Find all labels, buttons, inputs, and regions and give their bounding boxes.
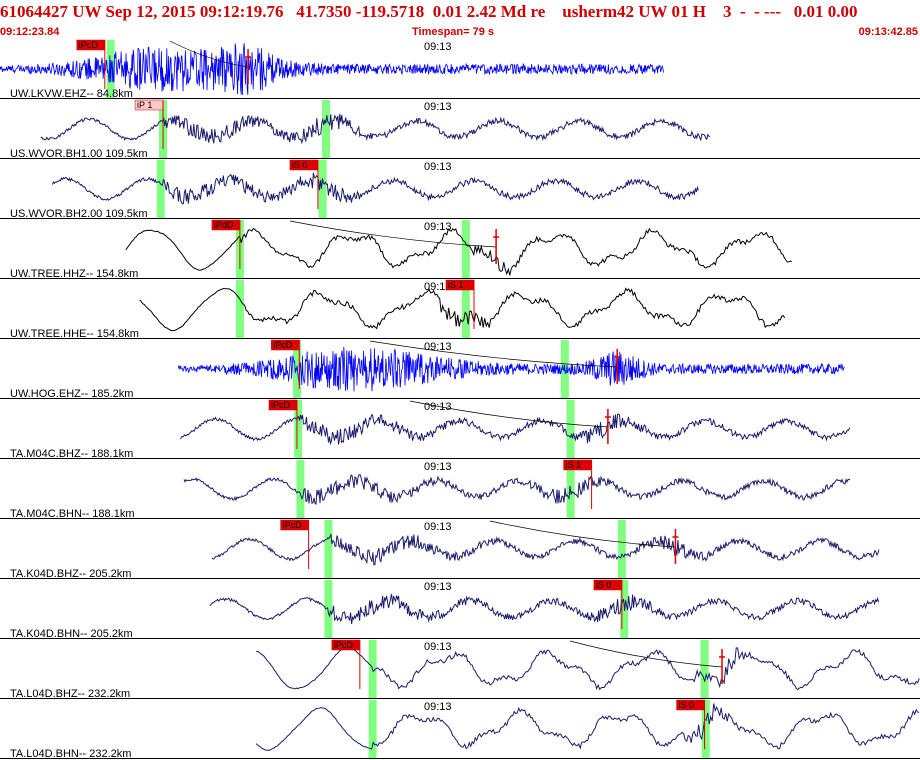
- trace-row[interactable]: 09:13 iS 0 TA.L04D.BHN-- 232.2km: [0, 699, 920, 760]
- travel-time-curve: [409, 400, 608, 428]
- channel-label: TA.L04D.BHZ-- 232.2km: [10, 688, 130, 700]
- time-tick-label: 09:13: [424, 641, 452, 653]
- window-start-time: 09:12:23.84: [0, 26, 60, 38]
- trace-row[interactable]: 09:13 iS 0 US.WVOR.BH2.00 109.5km: [0, 159, 920, 220]
- waveform-trace: [255, 703, 920, 751]
- waveform-trace: [180, 413, 850, 446]
- waveform-trace: [51, 172, 699, 205]
- waveform-trace: [0, 43, 664, 96]
- trace-row[interactable]: 09:13 iPcD TA.M04C.BHZ-- 188.1km: [0, 399, 920, 460]
- waveform-trace: [40, 113, 711, 145]
- event-header: 61064427 UW Sep 12, 2015 09:12:19.76 41.…: [0, 0, 920, 40]
- trace-row[interactable]: 09:13 iPcD TA.K04D.BHZ-- 205.2km: [0, 519, 920, 580]
- phase-window: [318, 160, 327, 218]
- trace-row[interactable]: 09:13 iS 0 TA.K04D.BHN-- 205.2km: [0, 579, 920, 640]
- phase-window: [156, 160, 165, 218]
- channel-label: UW.TREE.HHZ-- 154.8km: [10, 268, 138, 280]
- phase-window: [617, 520, 626, 578]
- trace-row[interactable]: 09:13 iS 1 TA.M04C.BHN-- 188.1km: [0, 459, 920, 520]
- waveform-trace: [256, 646, 920, 691]
- pick-label: iP 1: [137, 100, 152, 110]
- phase-window: [461, 220, 470, 278]
- phase-window: [296, 460, 305, 518]
- pick-label: iPcD: [283, 520, 303, 530]
- pick-label: iPcD: [79, 40, 99, 50]
- channel-label: US.WVOR.BH2.00 109.5km: [10, 208, 148, 220]
- phase-window: [461, 280, 470, 338]
- phase-window: [701, 700, 710, 758]
- time-tick-label: 09:13: [424, 341, 452, 353]
- time-tick-label: 09:13: [424, 161, 452, 173]
- channel-label: UW.TREE.HHE-- 154.8km: [10, 328, 139, 340]
- phase-window: [322, 100, 331, 158]
- waveform-trace: [209, 593, 880, 625]
- pick-label: iPdD: [214, 220, 234, 230]
- pick-label: iPcD: [271, 400, 291, 410]
- pick-label: iS 0: [679, 700, 695, 710]
- phase-window: [566, 400, 575, 458]
- time-tick-label: 09:13: [424, 401, 452, 413]
- time-tick-label: 09:13: [424, 101, 452, 113]
- phase-window: [324, 520, 333, 578]
- time-tick-label: 09:13: [424, 581, 452, 593]
- travel-time-curve: [569, 640, 723, 668]
- event-summary-title: 61064427 UW Sep 12, 2015 09:12:19.76 41.…: [0, 2, 858, 21]
- seismogram-panel[interactable]: 09:13 iPcD UW.LKVW.EHZ-- 84.8km 09:13 iP 1 US…: [0, 39, 920, 760]
- channel-label: TA.K04D.BHZ-- 205.2km: [10, 568, 131, 580]
- channel-label: TA.M04C.BHZ-- 188.1km: [10, 448, 133, 460]
- waveform-trace: [183, 473, 851, 505]
- channel-label: UW.HOG.EHZ-- 185.2km: [10, 388, 133, 400]
- phase-window: [235, 280, 244, 338]
- window-end-time: 09:13:42.85: [858, 26, 918, 38]
- timespan-label: Timespan= 79 s: [412, 26, 495, 38]
- phase-window: [294, 400, 303, 458]
- pick-label: iS 0: [596, 580, 612, 590]
- trace-row[interactable]: 09:13 iPcD UW.HOG.EHZ-- 185.2km: [0, 339, 920, 400]
- pick-label: iPcD: [273, 340, 293, 350]
- trace-row[interactable]: 09:13 iPdD UW.TREE.HHZ-- 154.8km: [0, 219, 920, 280]
- pick-label: iS 1: [566, 460, 582, 470]
- travel-time-curve: [289, 220, 497, 248]
- waveform-trace: [211, 533, 880, 566]
- time-tick-label: 09:13: [424, 701, 452, 713]
- phase-window: [324, 580, 333, 638]
- time-tick-label: 09:13: [424, 521, 452, 533]
- channel-label: US.WVOR.BH1.00 109.5km: [10, 148, 148, 160]
- travel-time-curve: [369, 340, 618, 368]
- channel-label: TA.M04C.BHN-- 188.1km: [10, 508, 135, 520]
- trace-row[interactable]: 09:13 iPcD UW.LKVW.EHZ-- 84.8km: [0, 39, 920, 100]
- time-tick-label: 09:13: [424, 281, 452, 293]
- pick-label: iPcD: [334, 640, 354, 650]
- time-tick-label: 09:13: [424, 221, 452, 233]
- travel-time-curve: [489, 520, 676, 548]
- pick-label: iS 0: [292, 160, 308, 170]
- phase-window: [700, 640, 709, 698]
- waveform-trace: [177, 346, 845, 392]
- channel-label: UW.LKVW.EHZ-- 84.8km: [10, 88, 133, 100]
- channel-label: TA.K04D.BHN-- 205.2km: [10, 628, 133, 640]
- phase-window: [368, 700, 377, 758]
- trace-row[interactable]: 09:13 iPcD TA.L04D.BHZ-- 232.2km: [0, 639, 920, 700]
- channel-label: TA.L04D.BHN-- 232.2km: [10, 748, 131, 760]
- trace-row[interactable]: 09:13 iP 1 US.WVOR.BH1.00 109.5km: [0, 99, 920, 160]
- time-tick-label: 09:13: [424, 461, 452, 473]
- travel-time-curve: [169, 40, 249, 68]
- time-tick-label: 09:13: [424, 41, 452, 53]
- waveform-trace: [139, 287, 786, 332]
- waveform-trace: [125, 227, 792, 276]
- pick-label: iS 1: [448, 280, 464, 290]
